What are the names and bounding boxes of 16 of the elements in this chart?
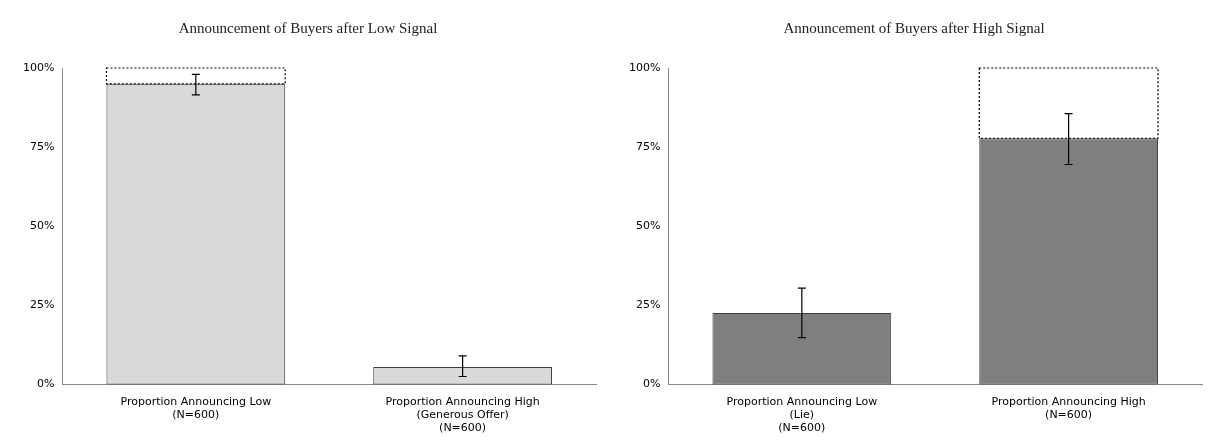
y-tick-label: 0%: [642, 377, 661, 391]
x-tick-label: Proportion Announcing Low (Lie) (N=600): [726, 394, 878, 435]
y-tick-label: 25%: [29, 298, 55, 312]
x-tick-label: Proportion Announcing High (N=600): [991, 394, 1146, 422]
y-tick-label: 100%: [22, 60, 55, 74]
y-tick-label: 50%: [29, 219, 55, 233]
x-tick-label: Proportion Announcing High (Generous Offer) (N=600): [385, 394, 540, 435]
y-tick-label: 50%: [635, 219, 661, 233]
y-tick-label: 100%: [628, 60, 661, 74]
chart-title: Announcement of Buyers after Low Signal: [178, 19, 438, 36]
x-tick-label: Proportion Announcing Low (N=600): [120, 394, 272, 422]
chart-title: Announcement of Buyers after High Signal: [783, 19, 1045, 36]
y-tick-label: 75%: [29, 139, 55, 153]
y-tick-label: 25%: [635, 298, 661, 312]
y-tick-label: 0%: [36, 377, 55, 391]
y-tick-label: 75%: [635, 139, 661, 153]
